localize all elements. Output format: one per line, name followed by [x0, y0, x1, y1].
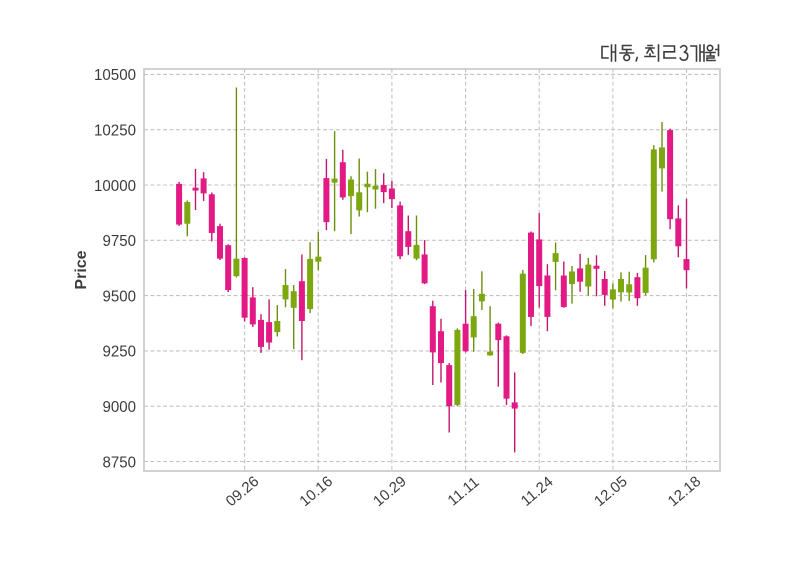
svg-text:10500: 10500 — [94, 67, 136, 84]
svg-text:9500: 9500 — [103, 288, 137, 305]
svg-text:9750: 9750 — [103, 233, 137, 250]
svg-text:9000: 9000 — [103, 399, 137, 416]
svg-text:10000: 10000 — [94, 178, 136, 195]
svg-text:Price: Price — [73, 250, 90, 289]
svg-text:8750: 8750 — [103, 454, 137, 471]
svg-text:9250: 9250 — [103, 344, 137, 361]
svg-text:10250: 10250 — [94, 123, 136, 140]
